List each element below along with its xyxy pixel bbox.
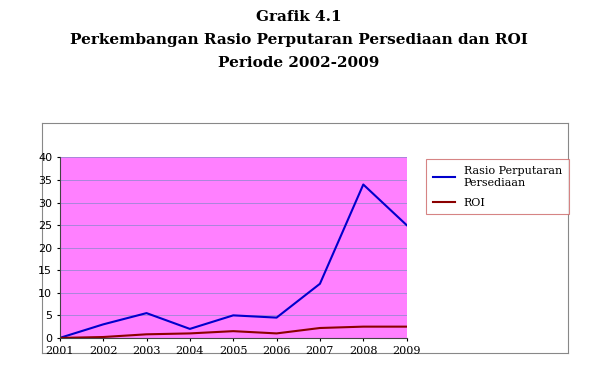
Text: Periode 2002-2009: Periode 2002-2009 xyxy=(218,56,380,70)
Text: Grafik 4.1: Grafik 4.1 xyxy=(256,10,342,23)
Text: Perkembangan Rasio Perputaran Persediaan dan ROI: Perkembangan Rasio Perputaran Persediaan… xyxy=(70,33,528,46)
Legend: Rasio Perputaran
Persediaan, ROI: Rasio Perputaran Persediaan, ROI xyxy=(426,159,569,214)
